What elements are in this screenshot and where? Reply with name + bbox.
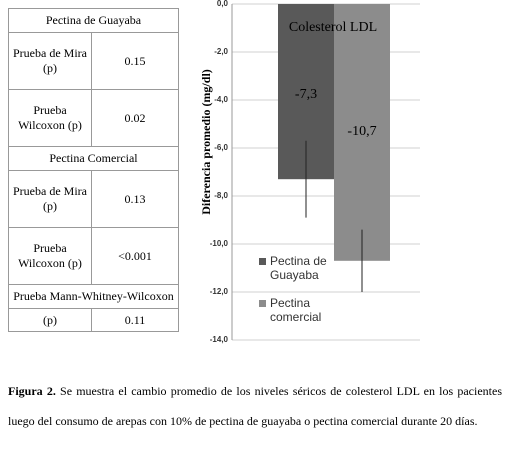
test-name: Prueba de Mira (p) — [8, 32, 92, 90]
y-axis-label: Diferencia promedio (mg/dl) — [199, 69, 213, 215]
caption-label: Figura 2. — [8, 384, 56, 398]
y-tick-label: -6,0 — [214, 143, 228, 152]
legend-label: Pectina de Guayaba — [270, 254, 327, 282]
test-name: (p) — [8, 308, 92, 332]
section-title: Prueba Mann-Whitney-Wilcoxon — [8, 284, 179, 309]
table-row: Prueba Wilcoxon (p) 0.02 — [8, 89, 179, 147]
chart: 0,0 -2,0 -4,0 -6,0 -8,0 -10,0 -12,0 -14,0 Difere… — [199, 0, 420, 344]
caption: Figura 2. Se muestra el cambio promedio … — [8, 376, 502, 436]
y-tick-label: -2,0 — [214, 47, 228, 56]
test-name: Prueba Wilcoxon (p) — [8, 227, 92, 285]
results-table: Pectina de Guayaba Prueba de Mira (p) 0.15… — [8, 8, 179, 332]
p-value: 0.11 — [91, 308, 179, 332]
section-row: Prueba Mann-Whitney-Wilcoxon — [8, 284, 179, 309]
p-value: <0.001 — [91, 227, 179, 285]
caption-text: Se muestra el cambio promedio de los niv… — [8, 384, 503, 428]
legend-swatch — [259, 258, 266, 265]
p-value: 0.15 — [91, 32, 179, 90]
table-row: Prueba de Mira (p) 0.15 — [8, 32, 179, 90]
y-tick-label: -10,0 — [210, 239, 229, 248]
y-tick-label: -12,0 — [210, 287, 229, 296]
table-row: (p) 0.11 — [8, 308, 179, 332]
section-row: Pectina Comercial — [8, 146, 179, 171]
y-tick-label: -4,0 — [214, 95, 228, 104]
test-name: Prueba Wilcoxon (p) — [8, 89, 92, 147]
legend-swatch — [259, 300, 266, 307]
section-title: Pectina Comercial — [8, 146, 179, 171]
bar — [334, 4, 390, 261]
value-label: -10,7 — [347, 124, 376, 139]
legend-label: Pectina comercial — [270, 296, 322, 324]
section-row: Pectina de Guayaba — [8, 8, 179, 33]
y-tick-label: -8,0 — [214, 191, 228, 200]
test-name: Prueba de Mira (p) — [8, 170, 92, 228]
chart-title: Colesterol LDL — [289, 20, 377, 35]
table-row: Prueba de Mira (p) 0.13 — [8, 170, 179, 228]
y-tick-label: -14,0 — [210, 335, 229, 344]
y-tick-label: 0,0 — [217, 0, 229, 8]
section-title: Pectina de Guayaba — [8, 8, 179, 33]
p-value: 0.02 — [91, 89, 179, 147]
table-row: Prueba Wilcoxon (p) <0.001 — [8, 227, 179, 285]
p-value: 0.13 — [91, 170, 179, 228]
value-label: -7,3 — [295, 87, 317, 102]
